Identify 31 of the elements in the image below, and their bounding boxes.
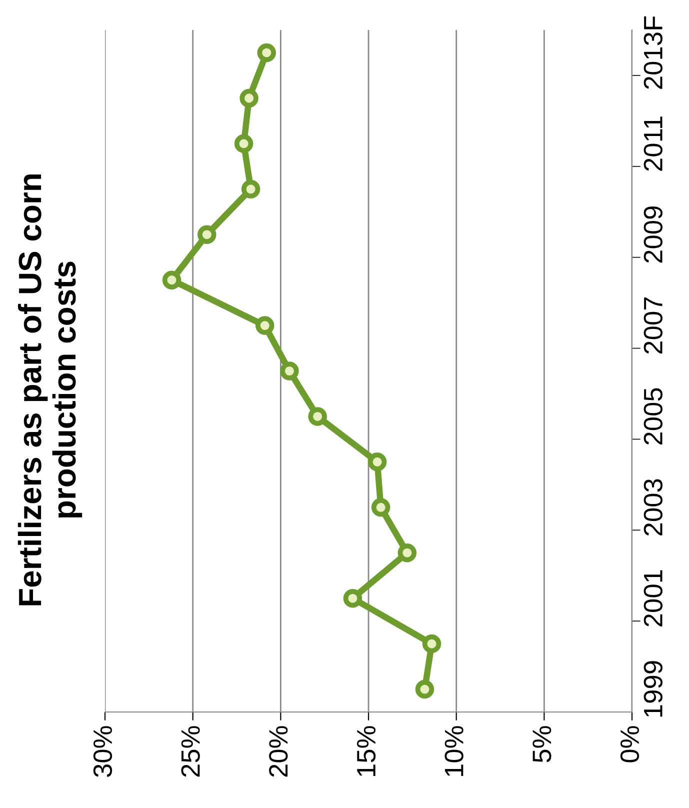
point: [162, 270, 182, 290]
y-tick-label: 2007: [644, 298, 662, 354]
text: Fertilizers as part of US corn production costs: [18, 174, 82, 606]
point: [308, 407, 327, 426]
y-tick-label: 2011: [644, 116, 662, 171]
point: [398, 543, 417, 562]
point: [241, 180, 260, 199]
point: [415, 680, 434, 699]
point: [368, 452, 387, 472]
x-tick-label: 25%: [181, 726, 200, 777]
y-tick-label: 2005: [644, 388, 662, 444]
point: [257, 43, 276, 62]
point: [343, 588, 362, 608]
x-tick-label: 15%: [357, 726, 376, 776]
x-tick-label: 0%: [620, 726, 640, 762]
point: [422, 634, 442, 654]
y-tick-label: 2001: [644, 570, 662, 626]
point: [240, 88, 258, 108]
point: [280, 362, 299, 380]
x-tick-label: 5%: [532, 726, 552, 762]
y-tick-label: 2009: [644, 206, 662, 263]
y-tick-label: 2003: [644, 479, 662, 536]
x-tick-label: 10%: [444, 726, 464, 776]
point: [234, 134, 254, 154]
point: [198, 225, 216, 244]
point: [371, 498, 390, 517]
y-tick-label: 2013F: [644, 16, 662, 89]
x-tick-label: 20%: [269, 726, 288, 777]
point: [255, 316, 274, 335]
x-tick-label: 30%: [93, 726, 112, 778]
y-tick-label: 1999: [644, 661, 662, 717]
